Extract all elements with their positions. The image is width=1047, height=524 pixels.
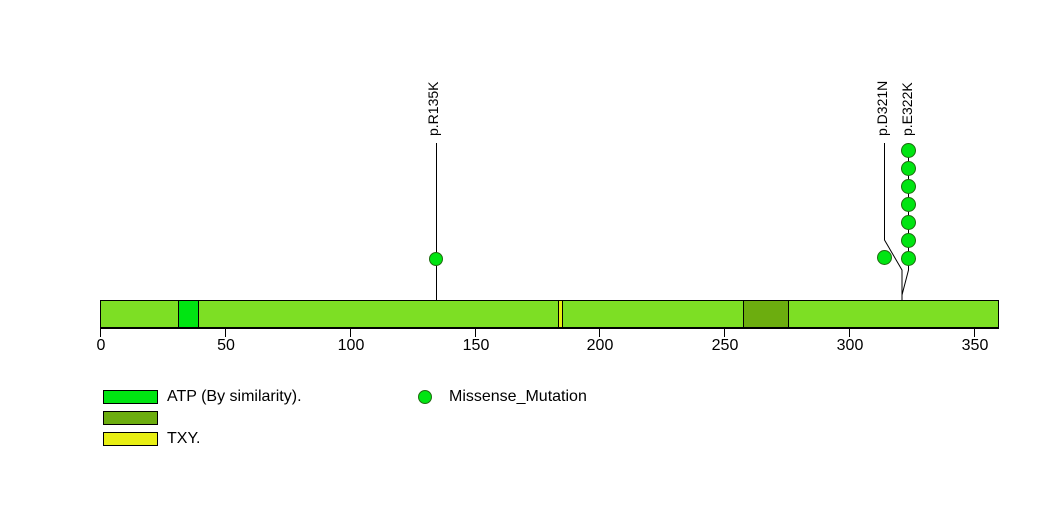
- legend-swatch-olive[interactable]: [103, 411, 158, 425]
- lollipop-dot-e322k-5[interactable]: [901, 179, 916, 194]
- legend-label-missense: Missense_Mutation: [449, 388, 587, 405]
- axis-tick-0: [100, 328, 101, 337]
- domain-region-atp[interactable]: [178, 301, 199, 327]
- lollipop-dot-e322k-2[interactable]: [901, 233, 916, 248]
- lollipop-label-e322k: p.E322K: [899, 82, 915, 136]
- lollipop-stem-r135k: [436, 143, 437, 319]
- axis-tick-350: [974, 328, 975, 337]
- axis-label-350: 350: [961, 337, 989, 354]
- axis-label-200: 200: [586, 337, 614, 354]
- axis-line: [100, 328, 999, 329]
- axis-label-50: 50: [217, 337, 235, 354]
- axis-tick-100: [350, 328, 351, 337]
- lollipop-dot-e322k-3[interactable]: [901, 215, 916, 230]
- axis-label-150: 150: [462, 337, 490, 354]
- legend-label-txy: TXY.: [167, 430, 201, 447]
- axis-tick-250: [724, 328, 725, 337]
- axis-tick-200: [599, 328, 600, 337]
- axis-label-0: 0: [96, 337, 106, 354]
- axis-label-300: 300: [836, 337, 864, 354]
- domain-region-olive[interactable]: [743, 301, 789, 327]
- domain-region-txy[interactable]: [558, 301, 563, 327]
- lollipop-dot-d321n-1[interactable]: [877, 250, 892, 265]
- lollipop-dot-e322k-1[interactable]: [901, 251, 916, 266]
- legend-swatch-atp[interactable]: [103, 390, 158, 404]
- lollipop-label-d321n: p.D321N: [874, 80, 890, 136]
- lollipop-dot-e322k-6[interactable]: [901, 161, 916, 176]
- legend-dot-missense[interactable]: [418, 390, 432, 404]
- legend-swatch-txy[interactable]: [103, 432, 158, 446]
- axis-label-100: 100: [337, 337, 365, 354]
- legend-label-atp: ATP (By similarity).: [167, 388, 302, 405]
- lollipop-label-r135k: p.R135K: [425, 81, 441, 136]
- axis-tick-150: [475, 328, 476, 337]
- lollipop-dot-r135k-1[interactable]: [429, 252, 443, 266]
- axis-tick-300: [849, 328, 850, 337]
- axis-tick-50: [225, 328, 226, 337]
- axis-label-250: 250: [711, 337, 739, 354]
- lollipop-dot-e322k-7[interactable]: [901, 143, 916, 158]
- lollipop-dot-e322k-4[interactable]: [901, 197, 916, 212]
- protein-backbone[interactable]: [100, 300, 999, 328]
